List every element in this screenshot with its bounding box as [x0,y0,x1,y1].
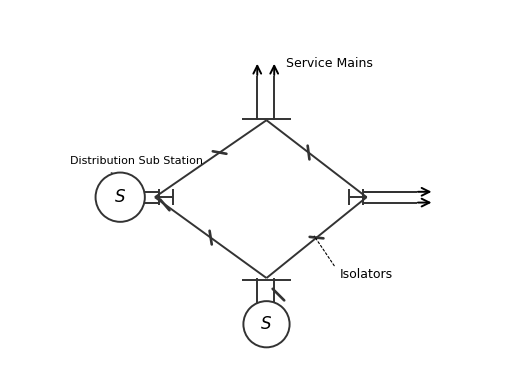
Circle shape [96,172,145,222]
Text: S: S [115,188,125,206]
Text: S: S [261,315,272,333]
Text: Service Mains: Service Mains [286,58,373,71]
Text: Isolators: Isolators [340,268,393,281]
Text: Distribution Sub Station: Distribution Sub Station [70,156,203,166]
Circle shape [243,301,290,347]
